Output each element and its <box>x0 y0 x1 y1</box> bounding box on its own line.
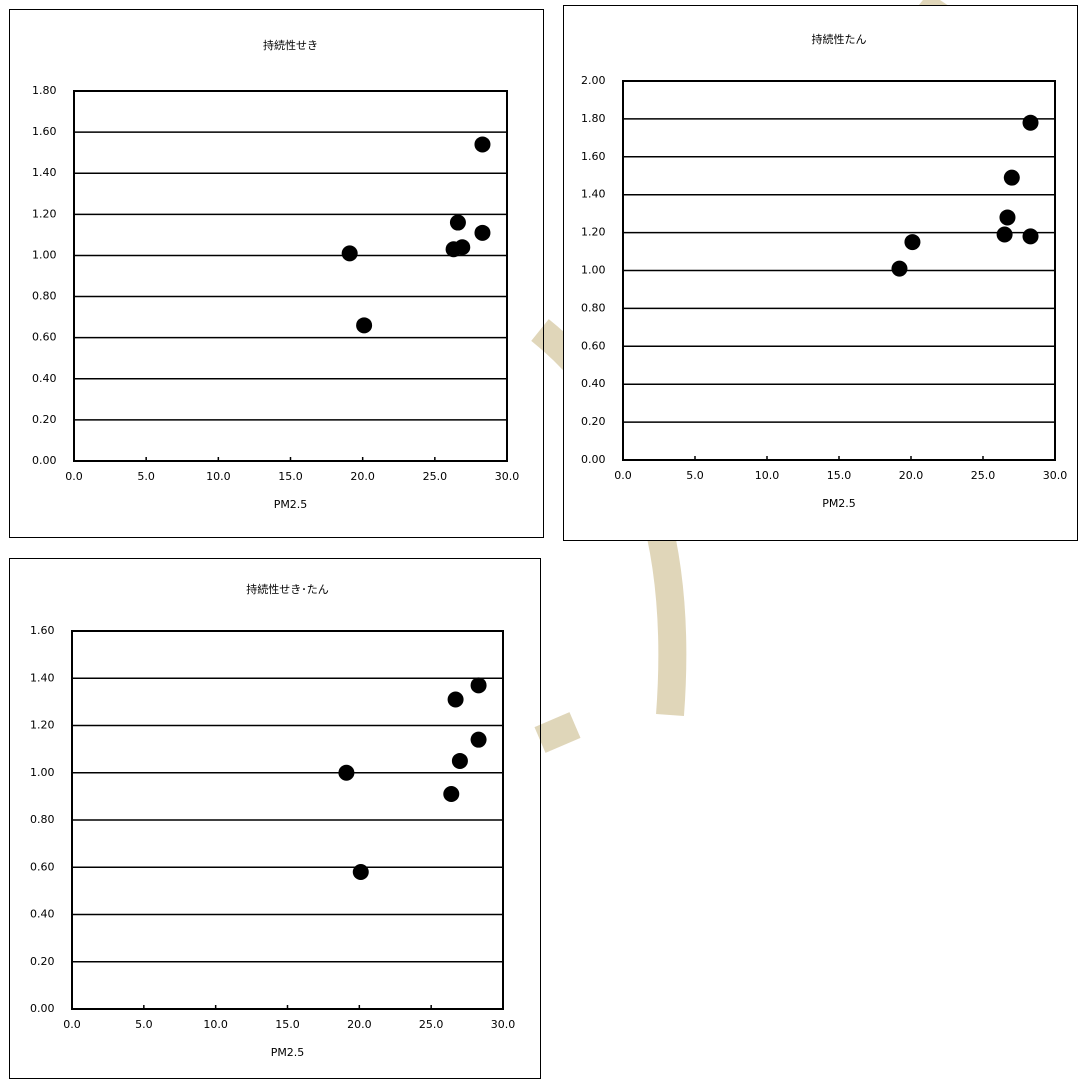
y-tick-label: 0.80 <box>32 290 57 303</box>
x-tick-label: 20.0 <box>347 1018 372 1031</box>
chart-frame <box>9 558 541 1079</box>
plot-area <box>73 90 508 462</box>
data-point <box>474 136 491 153</box>
x-tick-label: 20.0 <box>899 469 924 482</box>
x-tick-label: 0.0 <box>614 469 632 482</box>
x-tick-label: 15.0 <box>278 470 303 483</box>
x-tick-label: 15.0 <box>827 469 852 482</box>
y-tick-label: 1.00 <box>32 248 57 261</box>
y-tick-label: 0.00 <box>581 453 606 466</box>
x-tick-label: 25.0 <box>419 1018 444 1031</box>
y-tick-label: 1.20 <box>32 207 57 220</box>
data-point <box>1003 169 1020 186</box>
x-tick-label: 0.0 <box>65 470 83 483</box>
data-point <box>996 226 1013 243</box>
y-tick-label: 0.00 <box>32 454 57 467</box>
y-tick-label: 1.80 <box>32 84 57 97</box>
x-tick-label: 30.0 <box>495 470 520 483</box>
y-tick-label: 0.40 <box>30 908 55 921</box>
plot-area <box>71 630 504 1010</box>
y-tick-label: 1.00 <box>581 264 606 277</box>
data-point <box>904 234 921 251</box>
watermark-block <box>534 712 581 753</box>
x-tick-label: 20.0 <box>350 470 375 483</box>
x-tick-label: 10.0 <box>755 469 780 482</box>
data-point <box>338 764 355 781</box>
x-tick-label: 5.0 <box>135 1018 153 1031</box>
y-tick-label: 0.60 <box>32 331 57 344</box>
data-point <box>449 214 466 231</box>
chart-title: 持続性せき･たん <box>246 582 329 596</box>
y-tick-label: 0.60 <box>30 860 55 873</box>
y-tick-label: 0.40 <box>32 372 57 385</box>
x-tick-label: 25.0 <box>423 470 448 483</box>
y-tick-label: 0.20 <box>581 415 606 428</box>
y-tick-label: 1.60 <box>30 624 55 637</box>
data-point <box>447 691 464 708</box>
y-tick-label: 1.40 <box>581 188 606 201</box>
x-axis-label: PM2.5 <box>822 497 856 510</box>
x-tick-label: 30.0 <box>1043 469 1068 482</box>
chart-title: 持続性たん <box>812 32 867 46</box>
y-tick-label: 0.40 <box>581 377 606 390</box>
y-tick-label: 2.00 <box>581 74 606 87</box>
data-point <box>1022 228 1039 245</box>
x-tick-label: 0.0 <box>63 1018 81 1031</box>
y-tick-label: 0.20 <box>30 955 55 968</box>
y-tick-label: 1.60 <box>581 150 606 163</box>
x-tick-label: 30.0 <box>491 1018 516 1031</box>
y-tick-label: 0.60 <box>581 339 606 352</box>
y-tick-label: 0.80 <box>581 301 606 314</box>
data-point <box>454 239 471 256</box>
data-point <box>999 209 1016 226</box>
data-point <box>352 863 369 880</box>
y-tick-label: 0.80 <box>30 813 55 826</box>
data-point <box>474 224 491 241</box>
data-point <box>1022 114 1039 131</box>
y-tick-label: 1.40 <box>30 671 55 684</box>
chart-title: 持続性せき <box>263 38 318 52</box>
x-axis-label: PM2.5 <box>274 498 308 511</box>
x-axis-label: PM2.5 <box>271 1046 305 1059</box>
x-tick-label: 10.0 <box>203 1018 228 1031</box>
data-point <box>470 731 487 748</box>
y-tick-label: 0.00 <box>30 1002 55 1015</box>
chart-frame <box>563 5 1078 541</box>
y-tick-label: 1.20 <box>581 226 606 239</box>
x-tick-label: 25.0 <box>971 469 996 482</box>
y-tick-label: 1.00 <box>30 766 55 779</box>
y-tick-label: 0.20 <box>32 413 57 426</box>
y-tick-label: 1.20 <box>30 719 55 732</box>
data-point <box>470 677 487 694</box>
x-tick-label: 15.0 <box>275 1018 300 1031</box>
x-tick-label: 10.0 <box>206 470 231 483</box>
y-tick-label: 1.40 <box>32 166 57 179</box>
x-tick-label: 5.0 <box>137 470 155 483</box>
data-point <box>451 752 468 769</box>
plot-area <box>622 80 1056 461</box>
chart-frame <box>9 9 544 538</box>
x-tick-label: 5.0 <box>686 469 704 482</box>
y-tick-label: 1.80 <box>581 112 606 125</box>
data-point <box>356 317 373 334</box>
data-point <box>443 786 460 803</box>
data-point <box>891 260 908 277</box>
data-point <box>341 245 358 262</box>
y-tick-label: 1.60 <box>32 125 57 138</box>
